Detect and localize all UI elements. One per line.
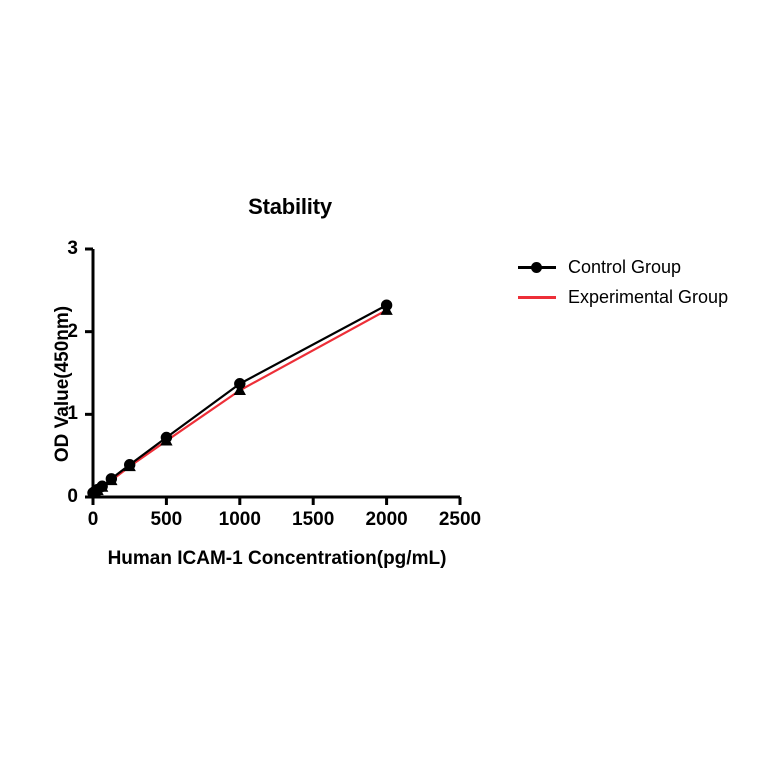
x-tick-label: 2000	[365, 509, 408, 530]
data-point-control	[96, 480, 108, 492]
x-tick-label: 2500	[438, 509, 482, 530]
data-point-control	[380, 299, 393, 311]
data-point-experimental	[233, 383, 246, 396]
series-line-experimental	[91, 309, 388, 495]
x-axis-title: Human ICAM-1 Concentration(pg/mL)	[107, 548, 447, 569]
series-layer	[86, 299, 393, 499]
data-point-control	[124, 459, 136, 471]
y-tick-label: 1	[67, 403, 78, 425]
x-tick-label: 1500	[292, 509, 335, 530]
x-tick-label: 0	[87, 509, 99, 530]
x-tick-label: 500	[150, 509, 183, 530]
y-tick-label: 0	[67, 486, 78, 507]
data-point-control	[105, 473, 118, 485]
y-tick-label: 3	[67, 238, 78, 259]
axes-layer	[85, 247, 462, 505]
legend-label-control: Control Group	[568, 256, 682, 277]
data-point-control	[234, 378, 246, 390]
chart-title: Stability	[248, 194, 332, 219]
legend-key-experimental-icon	[516, 284, 558, 310]
x-tick-label: 1000	[218, 509, 261, 530]
legend-line-experimental-icon	[518, 296, 556, 299]
data-point-control	[160, 431, 173, 444]
legend-key-control-icon	[516, 254, 558, 280]
y-tick-label: 2	[67, 320, 78, 342]
legend-label-experimental: Experimental Group	[568, 286, 729, 307]
legend-item-control: Control Group	[516, 252, 746, 282]
legend-item-experimental: Experimental Group	[516, 282, 746, 312]
chart-legend: Control Group Experimental Group	[516, 252, 746, 312]
legend-marker-circle-icon	[531, 262, 542, 273]
